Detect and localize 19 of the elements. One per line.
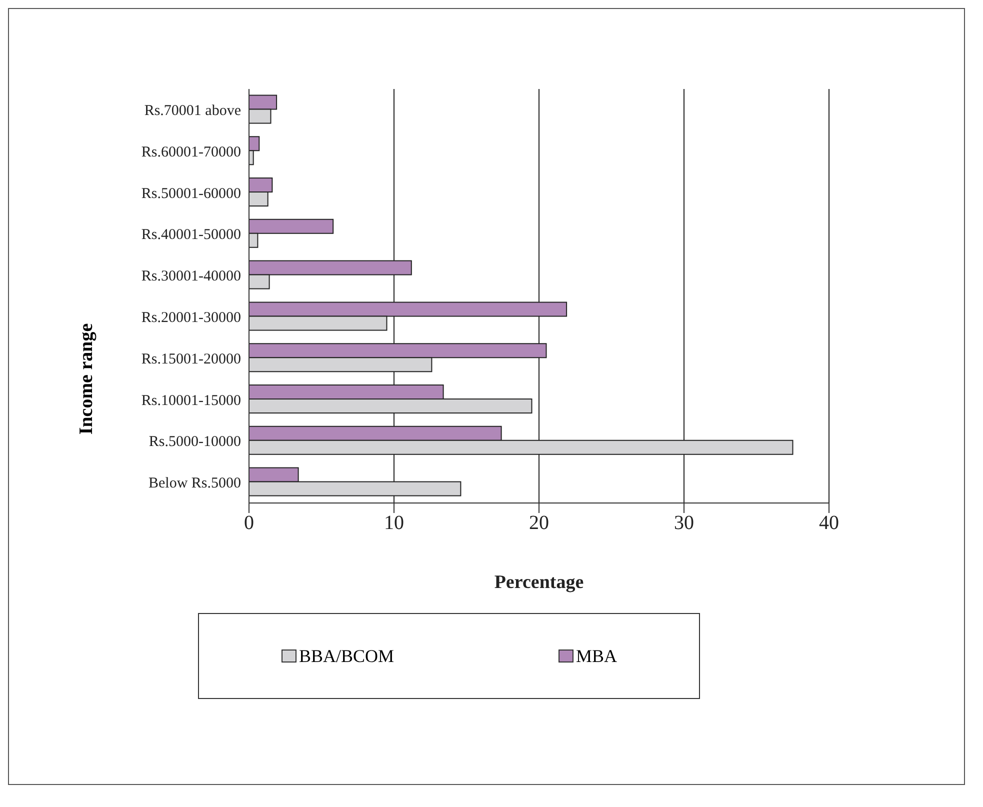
y-tick-label: Rs.20001-30000: [141, 310, 241, 326]
x-tick-label: 40: [819, 512, 839, 534]
y-tick-label: Rs.15001-20000: [141, 351, 241, 368]
y-tick-label: Rs.10001-15000: [141, 392, 241, 409]
x-tick-label: 20: [529, 512, 549, 534]
legend-label: BBA/BCOM: [298, 646, 394, 666]
x-tick-label: 30: [674, 512, 694, 534]
y-axis-title: Income range: [76, 323, 98, 435]
y-tick-label: Below Rs.5000: [148, 476, 241, 492]
y-tick-label: Rs.60001-70000: [141, 144, 241, 160]
y-tick-label: Rs.30001-40000: [141, 268, 241, 285]
x-axis-title: Percentage: [494, 572, 584, 593]
x-tick-label: 10: [384, 512, 404, 534]
y-tick-label: Rs.5000-10000: [148, 434, 241, 450]
y-tick-label: Rs.50001-60000: [141, 186, 241, 202]
legend-label: MBA: [574, 646, 617, 666]
x-tick-label: 0: [244, 512, 254, 534]
y-tick-label: Rs.40001-50000: [141, 227, 241, 244]
y-tick-label: Rs.70001 above: [144, 103, 242, 120]
